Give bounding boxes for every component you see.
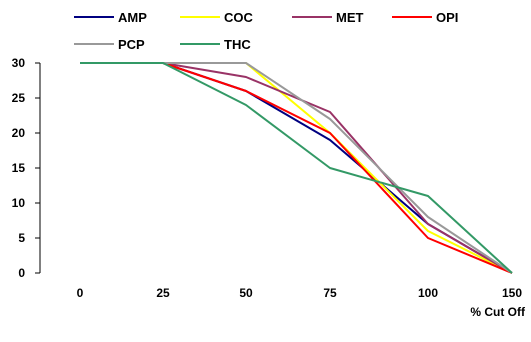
y-tick-label: 25	[12, 91, 26, 105]
legend: AMP COC MET OPI PCP THC	[74, 10, 458, 52]
y-tick-label: 0	[18, 266, 25, 280]
y-tick-label: 20	[12, 126, 26, 140]
y-tick-label: 30	[12, 56, 26, 70]
x-tick-label: 25	[156, 286, 170, 300]
x-tick-label: 75	[323, 286, 337, 300]
y-tick-label: 15	[12, 161, 26, 175]
series-line-thc	[80, 62, 513, 274]
legend-label-met: MET	[336, 10, 364, 25]
y-tick-label: 10	[12, 196, 26, 210]
series-lines	[80, 62, 513, 274]
legend-label-pcp: PCP	[118, 37, 145, 52]
legend-label-opi: OPI	[436, 10, 458, 25]
x-tick-label: 0	[77, 286, 84, 300]
series-line-coc	[80, 62, 513, 274]
legend-label-coc: COC	[224, 10, 254, 25]
x-axis-title: % Cut Off	[470, 305, 526, 319]
legend-label-thc: THC	[224, 37, 251, 52]
y-axis-ticks: 0 5 10 15 20 25 30	[12, 56, 40, 280]
x-tick-label: 50	[239, 286, 253, 300]
x-axis-labels: 0 25 50 75 100 150	[77, 286, 523, 300]
x-tick-label: 100	[418, 286, 438, 300]
y-tick-label: 5	[18, 231, 25, 245]
legend-label-amp: AMP	[118, 10, 147, 25]
x-tick-label: 150	[502, 286, 522, 300]
